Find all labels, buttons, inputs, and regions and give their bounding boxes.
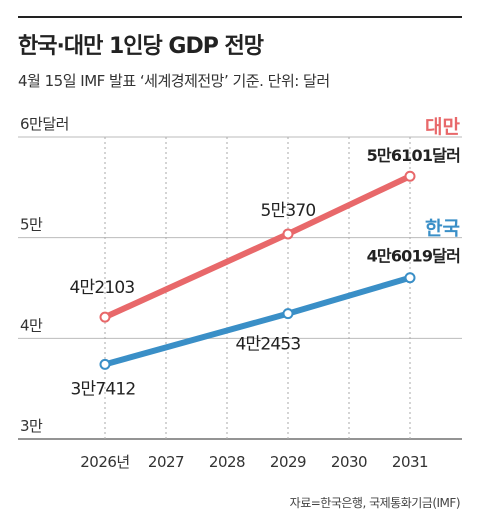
x-tick-label: 2027	[148, 453, 184, 471]
data-label: 4만2453	[236, 335, 301, 355]
chart-title: 한국·대만 1인당 GDP 전망	[18, 34, 264, 59]
data-point	[404, 170, 416, 182]
y-tick-label: 3만	[20, 417, 43, 435]
x-tick-label: 2030	[331, 453, 367, 471]
axis-layer: 6만달러 5만 4만 3만 2026년 2027 2028 2029 2030 2031	[20, 115, 429, 471]
x-tick-label: 2028	[209, 453, 245, 471]
label-layer: 4만2103 5만370 5만6101달러 3만7412 4만2453 4만6019달러 대…	[70, 116, 461, 399]
y-tick-label: 6만달러	[20, 115, 69, 133]
data-point	[99, 358, 111, 370]
x-tick-label: 2031	[392, 453, 428, 471]
data-point	[99, 311, 111, 323]
data-point	[282, 228, 294, 240]
y-tick-label: 5만	[20, 216, 43, 234]
grid-layer	[18, 136, 462, 440]
data-label: 5만6101달러	[367, 146, 460, 165]
data-label: 4만6019달러	[367, 247, 460, 266]
data-label: 3만7412	[71, 379, 136, 399]
series-name-label: 대만	[425, 116, 460, 138]
source-note: 자료=한국은행, 국제통화기금(IMF)	[289, 496, 461, 510]
data-point	[404, 272, 416, 284]
series-line-0	[102, 173, 413, 321]
top-rule	[18, 16, 462, 18]
data-label: 5만370	[261, 201, 316, 221]
data-point	[282, 308, 294, 320]
chart-subtitle: 4월 15일 IMF 발표 ‘세계경제전망’ 기준. 단위: 달러	[18, 72, 330, 90]
series-layer	[99, 170, 416, 370]
series-name-label: 한국	[425, 218, 460, 240]
x-tick-label: 2029	[270, 453, 306, 471]
data-label: 4만2103	[70, 278, 135, 298]
y-tick-label: 4만	[20, 316, 43, 334]
x-tick-label: 2026년	[80, 453, 129, 471]
